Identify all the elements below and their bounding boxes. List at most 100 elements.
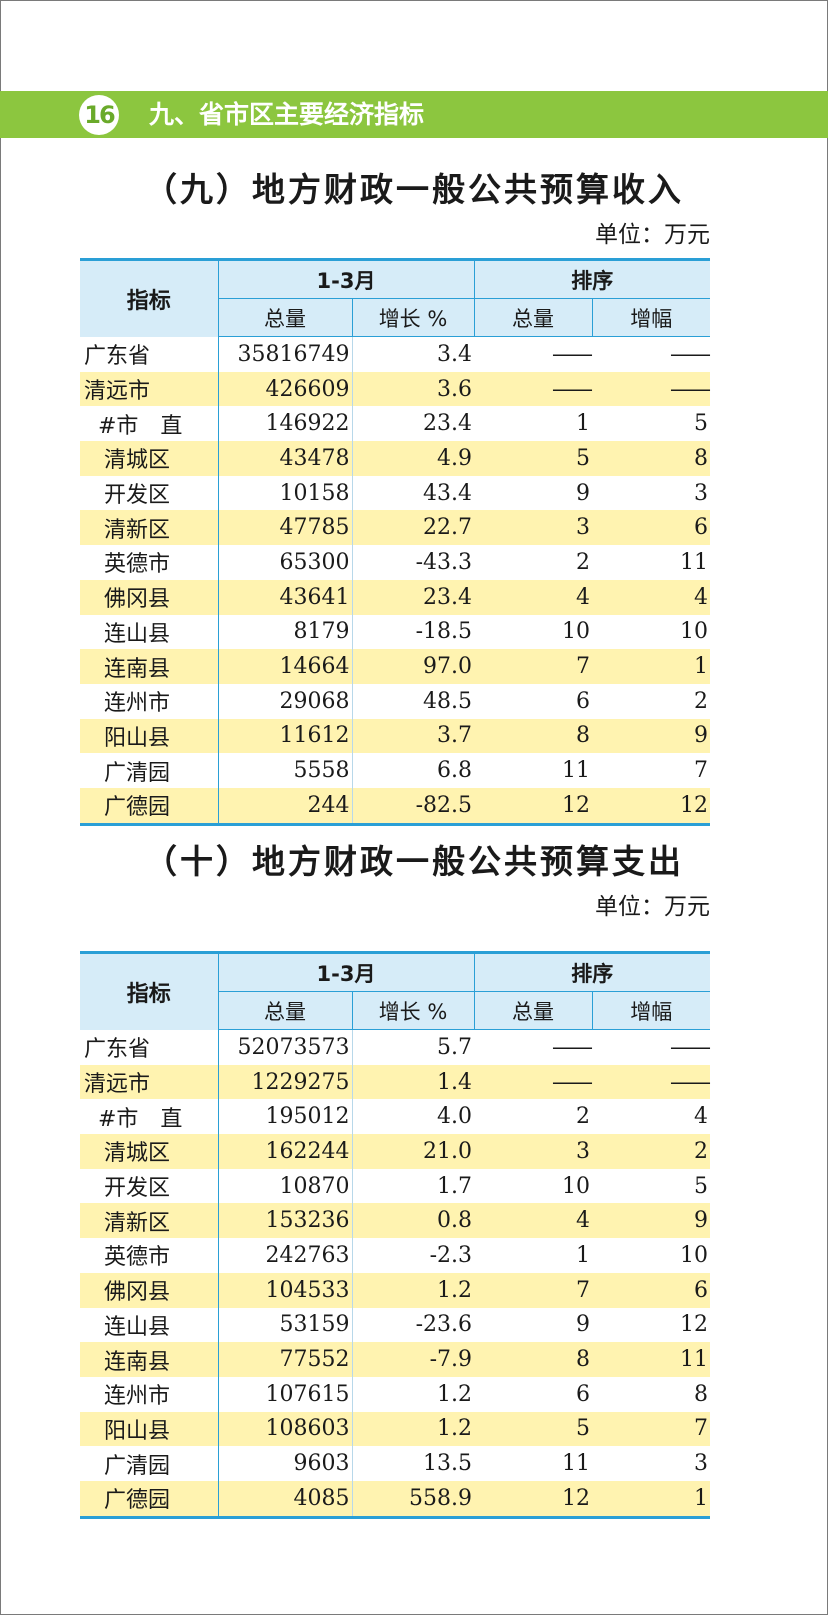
row-growth: 23.4 xyxy=(352,579,475,615)
row-name: 清远市 xyxy=(80,1064,219,1100)
row-growth: 5.7 xyxy=(437,1034,473,1060)
row-total: 104533 xyxy=(218,1272,353,1308)
row-rank-growth: 10 xyxy=(680,619,709,645)
table-row: 佛冈县 104533 1.2 7 6 xyxy=(80,1272,711,1308)
row-rank-total: 9 xyxy=(576,1312,591,1338)
row-name: 佛冈县 xyxy=(80,579,219,615)
row-rank-growth: —— xyxy=(592,371,711,407)
row-total: 108603 xyxy=(218,1411,353,1447)
row-growth: 1.4 xyxy=(352,1064,475,1100)
row-growth: 3.7 xyxy=(352,718,475,754)
revenue-table: 指标 1-3月 排序 总量 增长 % 总量 增幅 广东省 35816749 3.4—… xyxy=(80,258,711,826)
page-number-badge: 16 xyxy=(79,95,119,135)
row-total: 242763 xyxy=(218,1238,353,1273)
row-growth: -2.3 xyxy=(429,1242,473,1268)
row-growth: 4.0 xyxy=(437,1104,473,1130)
row-total: 52073573 xyxy=(218,1029,353,1065)
row-rank-total: 12 xyxy=(474,787,593,826)
unit-label: 单位：万元 xyxy=(595,894,710,920)
row-rank-growth: 2 xyxy=(694,688,709,714)
row-total: 53159 xyxy=(218,1307,353,1343)
header-growth: 增长 % xyxy=(351,298,475,337)
row-rank-total: 3 xyxy=(474,1134,593,1169)
row-rank-growth: 9 xyxy=(592,718,711,754)
row-name: 阳山县 xyxy=(80,1411,219,1447)
row-rank-total: 12 xyxy=(474,1480,593,1519)
row-growth: 6.8 xyxy=(437,758,473,784)
row-name: 清城区 xyxy=(80,1134,219,1169)
table-row: 广清园 5558 6.8 11 7 xyxy=(80,753,710,788)
table-row: #市 直 146922 23.4 1 5 xyxy=(80,406,710,442)
row-growth: 558.9 xyxy=(352,1480,475,1519)
row-total: 29068 xyxy=(218,683,353,719)
row-growth: 3.6 xyxy=(352,371,475,407)
row-rank-total: 11 xyxy=(562,1451,591,1477)
row-rank-total: 11 xyxy=(562,758,591,784)
header-total: 总量 xyxy=(217,991,352,1030)
row-growth: 97.0 xyxy=(352,649,475,684)
row-total: 4085 xyxy=(218,1480,353,1519)
row-name: 佛冈县 xyxy=(80,1272,219,1308)
row-rank-growth: 5 xyxy=(694,411,709,437)
row-rank-total: 7 xyxy=(474,1272,593,1308)
row-total: 1229275 xyxy=(218,1064,353,1100)
table-row: 阳山县 108603 1.2 5 7 xyxy=(80,1411,711,1447)
expenditure-table: 指标 1-3月 排序 总量 增长 % 总量 增幅 广东省 52073573 5.7—… xyxy=(80,951,711,1519)
table-row: 连州市 107615 1.2 6 8 xyxy=(80,1376,710,1412)
row-rank-total: 10 xyxy=(562,619,591,645)
row-growth: 1.7 xyxy=(437,1173,473,1199)
chapter-title: 九、省市区主要经济指标 xyxy=(149,100,425,129)
row-name: 清城区 xyxy=(80,441,219,476)
table-row: 广清园 9603 13.5 11 3 xyxy=(80,1446,710,1481)
table-row: 连山县 8179 -18.5 10 10 xyxy=(80,614,710,650)
header-rank: 排序 xyxy=(473,951,711,992)
table-row: 连南县 77552 -7.9 8 11 xyxy=(80,1342,711,1377)
row-growth: 1.2 xyxy=(437,1381,473,1407)
header-rank-total: 总量 xyxy=(473,298,593,337)
header-period: 1-3月 xyxy=(217,951,475,992)
unit-label: 单位：万元 xyxy=(595,222,710,248)
row-total: 162244 xyxy=(218,1134,353,1169)
header-period: 1-3月 xyxy=(217,258,475,299)
row-growth: 1.2 xyxy=(352,1411,475,1447)
row-name: 连州市 xyxy=(80,683,219,719)
row-growth: -23.6 xyxy=(415,1312,473,1338)
row-total: 9603 xyxy=(218,1446,353,1481)
row-name: #市 直 xyxy=(80,406,219,442)
row-rank-growth: 9 xyxy=(592,1203,711,1239)
table-row: #市 直 195012 4.0 2 4 xyxy=(80,1099,710,1135)
row-total: 426609 xyxy=(218,371,353,407)
row-rank-growth: —— xyxy=(670,1034,711,1060)
row-growth: 48.5 xyxy=(423,688,473,714)
row-total: 5558 xyxy=(218,753,353,788)
row-growth: 21.0 xyxy=(352,1134,475,1169)
row-rank-total: 4 xyxy=(474,579,593,615)
row-rank-total: 2 xyxy=(576,1104,591,1130)
row-total: 14664 xyxy=(218,649,353,684)
table-row: 连南县 14664 97.0 7 1 xyxy=(80,649,711,684)
row-total: 10870 xyxy=(218,1168,353,1204)
row-growth: -82.5 xyxy=(352,787,475,826)
row-rank-growth: 7 xyxy=(694,758,709,784)
row-total: 244 xyxy=(218,787,353,826)
section-title-revenue: （九）地方财政一般公共预算收入 xyxy=(144,170,684,209)
row-growth: 43.4 xyxy=(423,480,473,506)
row-total: 65300 xyxy=(218,545,353,580)
row-total: 11612 xyxy=(218,718,353,754)
table-row: 清远市 1229275 1.4 —— —— xyxy=(80,1064,711,1100)
table-row: 广东省 52073573 5.7 —— —— xyxy=(80,1029,711,1065)
row-name: 连山县 xyxy=(80,614,219,650)
revenue-table-body: 广东省 35816749 3.4 —— —— 清远市 426609 3.6 —— —— #市 直 14… xyxy=(80,336,711,826)
header-indicator: 指标 xyxy=(80,258,218,337)
row-rank-total: 7 xyxy=(474,649,593,684)
header-rank-total: 总量 xyxy=(473,991,593,1030)
row-rank-growth: 2 xyxy=(592,1134,711,1169)
header-rank-growth: 增幅 xyxy=(591,298,711,337)
row-name: 开发区 xyxy=(80,1168,219,1204)
table-row: 广德园 244 -82.5 12 12 xyxy=(80,787,711,826)
row-growth: -18.5 xyxy=(415,619,473,645)
row-total: 47785 xyxy=(218,510,353,546)
row-name: 广东省 xyxy=(80,1029,219,1065)
row-rank-growth: 4 xyxy=(592,579,711,615)
row-growth: 0.8 xyxy=(352,1203,475,1239)
